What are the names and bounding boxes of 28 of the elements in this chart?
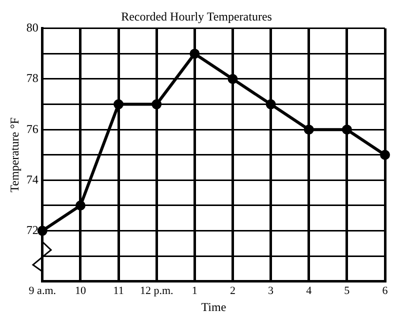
x-tick-label: 6 xyxy=(382,284,388,297)
y-tick-label: 76 xyxy=(26,122,38,136)
x-tick-label: 12 p.m. xyxy=(140,284,174,297)
x-tick-label: 5 xyxy=(344,284,350,297)
y-tick-label: 74 xyxy=(26,172,38,186)
point xyxy=(380,150,390,160)
point xyxy=(304,124,314,135)
point xyxy=(152,99,162,110)
x-tick-label: 2 xyxy=(230,284,236,297)
y-axis-title: Temperature °F xyxy=(7,117,22,192)
point xyxy=(75,200,86,210)
point xyxy=(114,99,124,110)
y-tick-label: 72 xyxy=(26,222,38,237)
point xyxy=(37,226,48,236)
point xyxy=(190,48,200,59)
point xyxy=(228,74,238,84)
x-tick-label: 4 xyxy=(306,284,312,297)
y-tick-label: 80 xyxy=(26,20,38,35)
point xyxy=(342,124,352,135)
x-tick-label: 10 xyxy=(74,284,86,297)
x-tick-label: 9 a.m. xyxy=(28,284,56,297)
point xyxy=(266,99,276,110)
x-tick-label: 11 xyxy=(113,284,124,297)
x-axis-title: Time xyxy=(201,300,226,314)
x-tick-label: 3 xyxy=(268,284,274,297)
y-tick-label: 78 xyxy=(26,71,38,86)
x-tick-label: 1 xyxy=(192,284,198,297)
chart-title: Recorded Hourly Temperatures xyxy=(121,9,272,24)
